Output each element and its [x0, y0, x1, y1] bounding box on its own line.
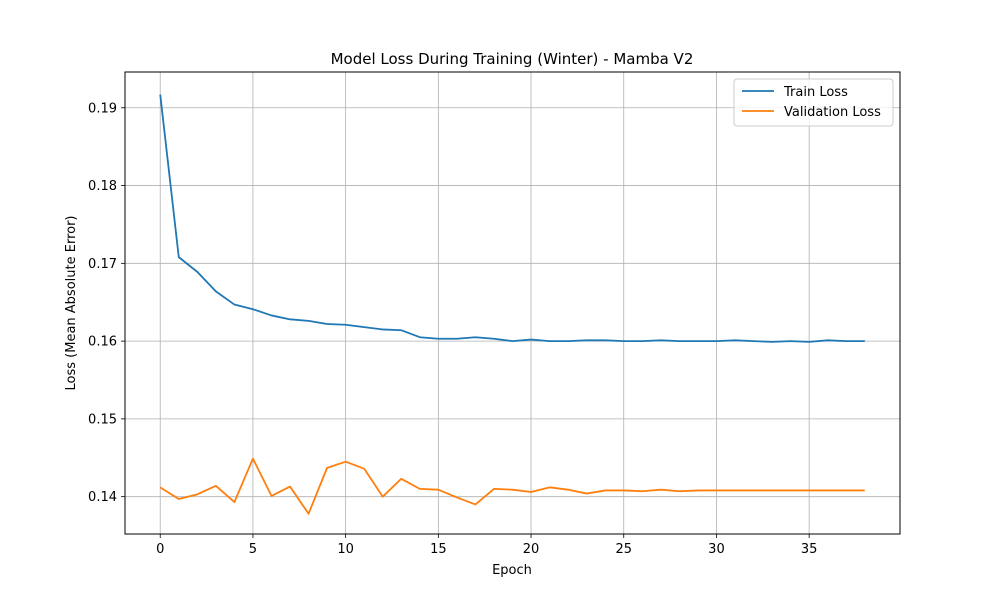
x-tick-label: 35	[801, 542, 818, 557]
x-axis-label: Epoch	[492, 563, 532, 578]
x-tick-label: 30	[708, 542, 725, 557]
legend-label-validation: Validation Loss	[784, 105, 881, 120]
y-tick-label: 0.19	[88, 101, 117, 116]
x-tick-label: 15	[430, 542, 447, 557]
y-tick-label: 0.14	[88, 490, 117, 505]
y-tick-label: 0.15	[88, 412, 117, 427]
y-tick-label: 0.17	[88, 257, 117, 272]
series-layer	[159, 94, 865, 515]
plot-frame	[124, 71, 901, 535]
grid-lines	[125, 72, 900, 534]
chart-title: Model Loss During Training (Winter) - Ma…	[331, 50, 694, 68]
legend: Train Loss Validation Loss	[733, 78, 894, 127]
y-tick-label: 0.18	[88, 179, 117, 194]
legend-label-train: Train Loss	[783, 85, 848, 100]
y-axis-label: Loss (Mean Absolute Error)	[64, 216, 79, 391]
validation-loss-line	[159, 457, 865, 515]
y-axis-ticks: 0.14 0.15 0.16 0.17 0.18 0.19	[88, 101, 125, 505]
y-tick-label: 0.16	[88, 335, 117, 350]
x-axis-ticks: 0 5 10 15 20 25 30 35	[156, 534, 817, 557]
x-tick-label: 0	[156, 542, 164, 557]
x-tick-label: 20	[523, 542, 540, 557]
x-tick-label: 25	[615, 542, 632, 557]
x-tick-label: 10	[337, 542, 354, 557]
x-tick-label: 5	[249, 542, 257, 557]
train-loss-line	[159, 94, 865, 343]
